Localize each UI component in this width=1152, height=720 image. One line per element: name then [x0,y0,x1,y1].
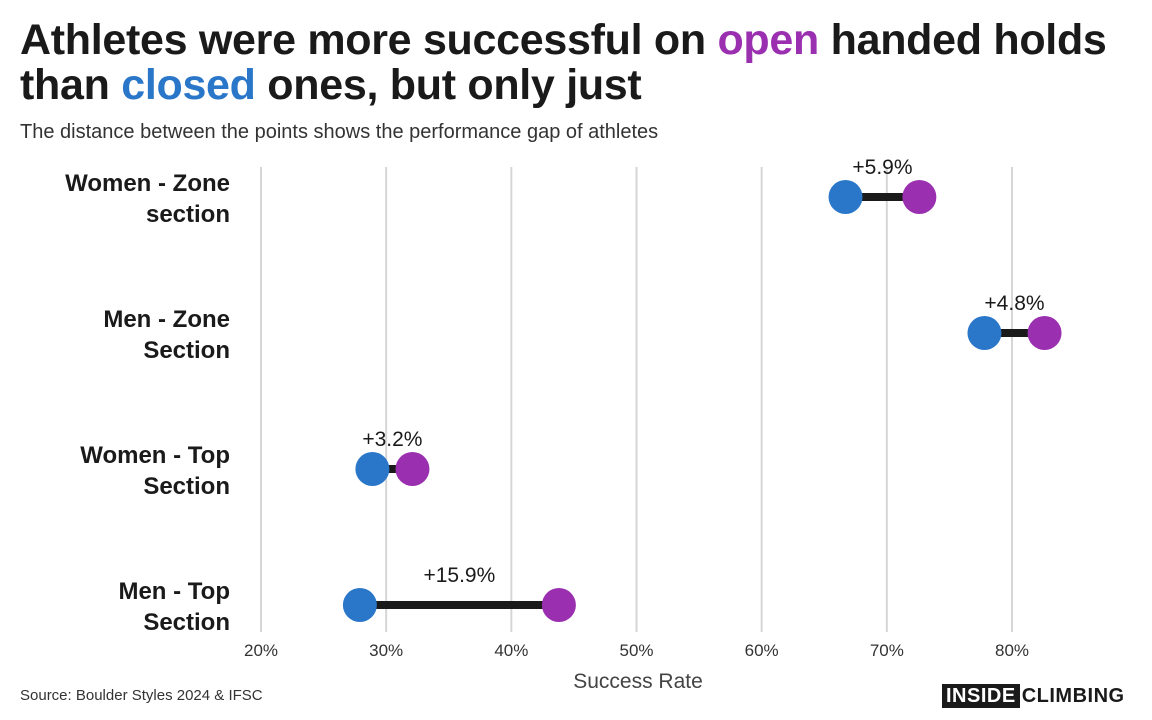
gap-label: +4.8% [984,292,1044,315]
gap-label: +5.9% [852,156,912,179]
x-tick-label: 60% [745,641,779,660]
gap-label: +3.2% [362,428,422,451]
chart-title: Athletes were more successful on open ha… [20,18,1130,108]
open-point [902,180,937,214]
logo-inside-text: INSIDE [942,684,1020,708]
chart-subtitle: The distance between the points shows th… [20,121,659,143]
title-part-3: ones, but only just [255,61,642,109]
inside-climbing-logo: INSIDE CLIMBING [942,684,1125,708]
x-axis-label: Success Rate [573,670,703,693]
category-label-line: Section [143,609,230,636]
category-label: Men - Top Section [118,578,230,636]
x-tick-label: 30% [369,641,403,660]
category-label-line: Women - Top [80,442,230,469]
category-label: Women - Top Section [80,442,230,500]
title-open-word: open [717,16,819,64]
open-point [541,588,576,622]
x-tick-label: 80% [995,641,1029,660]
closed-point [967,316,1002,350]
closed-point [355,452,390,486]
gap-label: +15.9% [423,564,495,587]
x-tick-label: 20% [244,641,278,660]
open-point [395,452,430,486]
title-part-2: handed holds than [20,16,1107,109]
category-label-line: Section [143,473,230,500]
logo-climbing-text: CLIMBING [1021,685,1125,707]
category-label-line: Men - Top [118,578,230,605]
category-label-line: section [146,201,230,228]
source-note: Source: Boulder Styles 2024 & IFSC [20,687,263,704]
category-label-line: Section [143,337,230,364]
title-part-1: Athletes were more successful on [20,16,718,64]
category-label: Women - Zone section [65,170,230,228]
x-tick-label: 70% [870,641,904,660]
closed-point [342,588,377,622]
closed-point [828,180,863,214]
category-label-line: Women - Zone [65,170,230,197]
title-closed-word: closed [121,61,256,109]
x-tick-label: 50% [619,641,653,660]
category-label-line: Men - Zone [103,306,230,333]
open-point [1027,316,1062,350]
category-label: Men - Zone Section [103,306,230,364]
x-tick-label: 40% [494,641,528,660]
